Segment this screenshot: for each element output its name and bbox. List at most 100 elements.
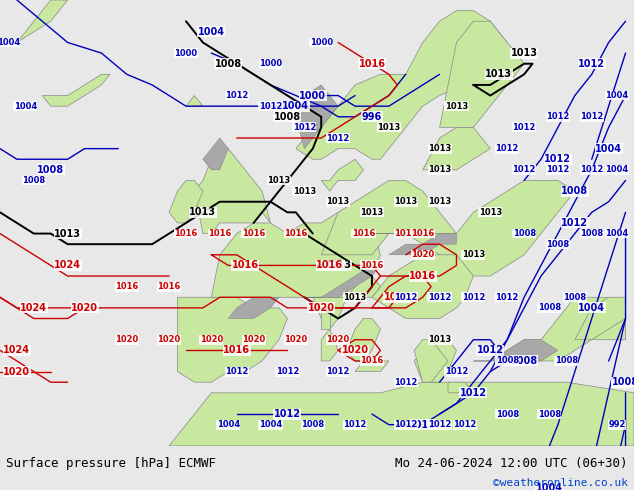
Text: 1000: 1000 bbox=[259, 59, 282, 68]
Text: 1000: 1000 bbox=[299, 91, 327, 100]
Text: 1012: 1012 bbox=[547, 112, 569, 122]
Text: 1016: 1016 bbox=[394, 229, 417, 238]
Polygon shape bbox=[448, 382, 474, 393]
Text: 1016: 1016 bbox=[157, 282, 181, 291]
Polygon shape bbox=[439, 21, 524, 127]
Text: 1008: 1008 bbox=[538, 303, 561, 313]
Text: 1012: 1012 bbox=[394, 293, 417, 302]
Text: 1012: 1012 bbox=[293, 123, 316, 132]
Polygon shape bbox=[423, 127, 490, 170]
Text: 1024: 1024 bbox=[54, 260, 81, 270]
Text: 1012: 1012 bbox=[477, 345, 504, 355]
Text: 1020: 1020 bbox=[242, 335, 265, 344]
Polygon shape bbox=[169, 382, 634, 446]
Text: 1012: 1012 bbox=[512, 165, 536, 174]
Text: 1013: 1013 bbox=[327, 197, 350, 206]
Text: 1008: 1008 bbox=[547, 240, 569, 249]
Text: 1016: 1016 bbox=[409, 271, 436, 281]
Text: 1020: 1020 bbox=[115, 335, 138, 344]
Text: 1004: 1004 bbox=[605, 165, 629, 174]
Text: 1012: 1012 bbox=[580, 112, 604, 122]
Text: 1008: 1008 bbox=[215, 59, 242, 69]
Text: 1004: 1004 bbox=[605, 91, 629, 100]
Text: 1012: 1012 bbox=[225, 367, 249, 376]
Text: 1013: 1013 bbox=[428, 144, 451, 153]
Text: 1008: 1008 bbox=[612, 377, 634, 387]
Polygon shape bbox=[321, 329, 338, 361]
Text: 1013: 1013 bbox=[190, 207, 216, 218]
Text: 1012: 1012 bbox=[561, 218, 588, 228]
Polygon shape bbox=[490, 340, 558, 361]
Text: 1016: 1016 bbox=[174, 229, 198, 238]
Text: 1012: 1012 bbox=[496, 293, 519, 302]
Text: 1016: 1016 bbox=[411, 229, 434, 238]
Text: 1012: 1012 bbox=[327, 367, 350, 376]
Text: 1013: 1013 bbox=[445, 101, 468, 111]
Text: 1020: 1020 bbox=[284, 335, 307, 344]
Polygon shape bbox=[228, 297, 279, 318]
Text: 1004: 1004 bbox=[536, 483, 563, 490]
Text: 1012: 1012 bbox=[394, 378, 417, 387]
Text: 1012: 1012 bbox=[274, 409, 301, 419]
Text: 1008: 1008 bbox=[22, 176, 46, 185]
Text: 1012: 1012 bbox=[327, 133, 350, 143]
Polygon shape bbox=[321, 180, 456, 255]
Polygon shape bbox=[414, 340, 456, 382]
Text: 1004: 1004 bbox=[217, 420, 240, 429]
Text: 1008: 1008 bbox=[538, 410, 561, 418]
Polygon shape bbox=[372, 255, 474, 318]
Text: 1012: 1012 bbox=[496, 144, 519, 153]
Text: 1020: 1020 bbox=[307, 303, 335, 313]
Text: 1013: 1013 bbox=[428, 165, 451, 174]
Text: 1020: 1020 bbox=[384, 292, 411, 302]
Text: 1004: 1004 bbox=[14, 101, 37, 111]
Text: 1016: 1016 bbox=[223, 345, 250, 355]
Text: 1000: 1000 bbox=[309, 38, 333, 47]
Text: 1013: 1013 bbox=[510, 48, 538, 58]
Text: 1016: 1016 bbox=[360, 261, 384, 270]
Text: 1008: 1008 bbox=[510, 356, 538, 366]
Text: 1008: 1008 bbox=[563, 293, 586, 302]
Polygon shape bbox=[304, 266, 380, 297]
Text: 1012: 1012 bbox=[578, 59, 605, 69]
Text: 1008: 1008 bbox=[37, 165, 64, 175]
Text: 1020: 1020 bbox=[200, 335, 223, 344]
Text: 1008: 1008 bbox=[580, 229, 604, 238]
Polygon shape bbox=[296, 85, 338, 148]
Polygon shape bbox=[195, 148, 271, 234]
Polygon shape bbox=[186, 96, 203, 106]
Text: 1012: 1012 bbox=[460, 388, 487, 398]
Text: 1013: 1013 bbox=[54, 228, 81, 239]
Text: 1012: 1012 bbox=[462, 293, 485, 302]
Polygon shape bbox=[0, 0, 68, 43]
Text: 1016: 1016 bbox=[115, 282, 138, 291]
Text: 1020: 1020 bbox=[411, 250, 434, 259]
Text: 1016: 1016 bbox=[358, 59, 385, 69]
Polygon shape bbox=[389, 234, 456, 255]
Text: 1013: 1013 bbox=[344, 293, 366, 302]
Text: 1012: 1012 bbox=[445, 367, 468, 376]
Text: 1016: 1016 bbox=[352, 229, 375, 238]
Text: 1024: 1024 bbox=[3, 345, 30, 355]
Text: 1012: 1012 bbox=[545, 154, 571, 164]
Polygon shape bbox=[321, 159, 363, 191]
Polygon shape bbox=[474, 297, 626, 361]
Polygon shape bbox=[313, 276, 380, 329]
Text: 1020: 1020 bbox=[157, 335, 181, 344]
Polygon shape bbox=[372, 180, 575, 276]
Text: 1008: 1008 bbox=[274, 112, 301, 122]
Polygon shape bbox=[347, 318, 380, 361]
Polygon shape bbox=[321, 308, 330, 329]
Text: 1016: 1016 bbox=[284, 229, 307, 238]
Text: 1013: 1013 bbox=[485, 69, 512, 79]
Text: 1013: 1013 bbox=[462, 250, 485, 259]
Text: 1012: 1012 bbox=[344, 420, 366, 429]
Text: 1013: 1013 bbox=[394, 197, 417, 206]
Polygon shape bbox=[178, 297, 287, 382]
Text: 1004: 1004 bbox=[605, 229, 629, 238]
Text: 1020: 1020 bbox=[342, 345, 368, 355]
Text: 1012: 1012 bbox=[512, 123, 536, 132]
Text: 1013: 1013 bbox=[479, 208, 502, 217]
Text: 1013: 1013 bbox=[377, 123, 401, 132]
Text: 1016: 1016 bbox=[360, 356, 384, 366]
